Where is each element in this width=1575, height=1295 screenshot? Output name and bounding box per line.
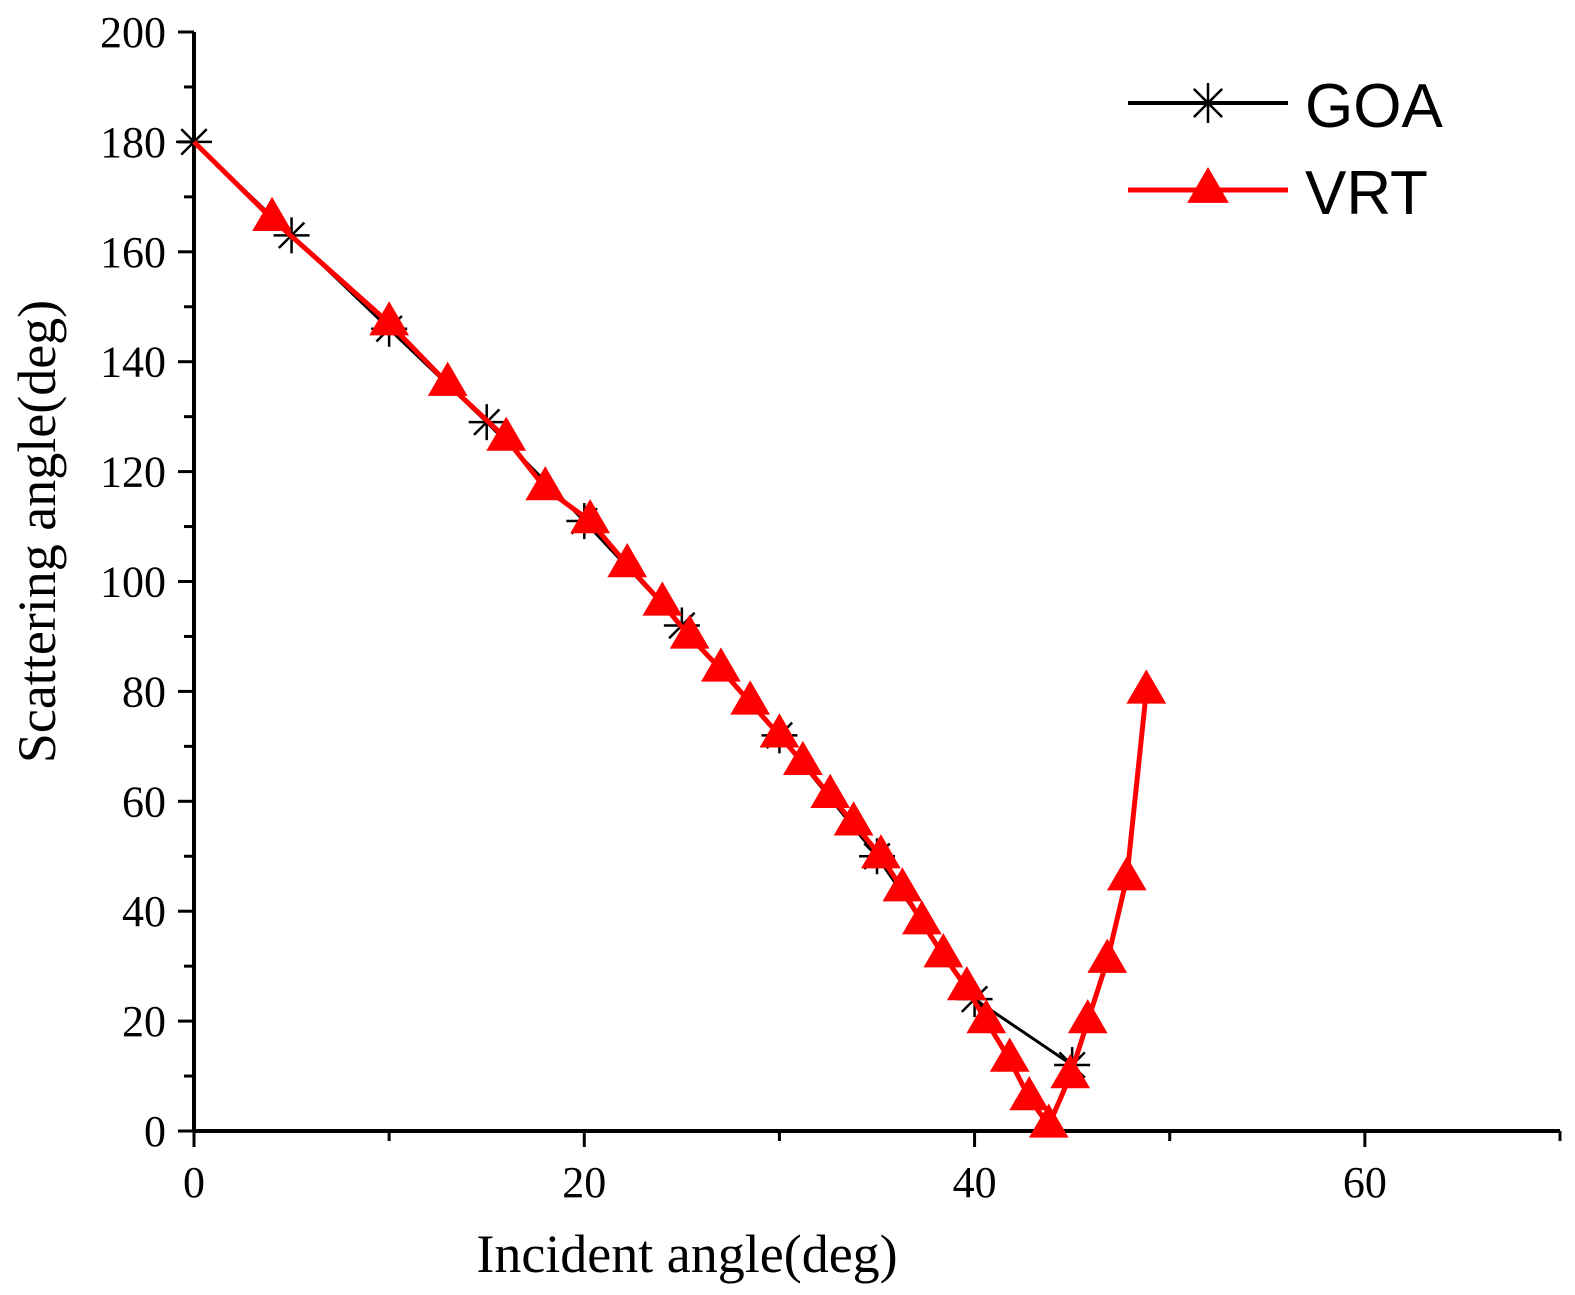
y-tick-label: 160 — [100, 228, 166, 277]
vrt-point — [1067, 999, 1108, 1034]
vrt-point — [1028, 1103, 1069, 1138]
series-layer — [176, 123, 1167, 1138]
vrt-point — [570, 499, 611, 534]
vrt-point — [427, 361, 468, 396]
vrt-point — [923, 933, 964, 968]
legend-vrt-label: VRT — [1305, 159, 1428, 228]
series-vrt-line — [192, 140, 1149, 1129]
vrt-point — [252, 196, 292, 232]
x-tick-label: 60 — [1343, 1158, 1387, 1207]
y-tick-label: 120 — [100, 448, 166, 497]
y-tick-label: 200 — [100, 8, 166, 57]
legend-goa-label: GOA — [1305, 72, 1443, 141]
y-tick-label: 180 — [100, 118, 166, 167]
vrt-point — [486, 416, 527, 451]
y-tick-label: 100 — [100, 558, 166, 607]
y-tick-label: 80 — [122, 667, 166, 716]
vrt-point — [902, 900, 942, 935]
vrt-point — [966, 999, 1007, 1034]
y-tick-label: 0 — [144, 1107, 166, 1156]
vrt-point — [989, 1037, 1030, 1072]
vrt-point — [701, 647, 741, 682]
y-tick-label: 20 — [122, 997, 166, 1046]
series-goa-line — [192, 140, 1073, 1067]
vrt-point — [946, 966, 987, 1001]
series-vrt — [192, 140, 1167, 1138]
legend: GOA VRT — [1128, 72, 1443, 228]
axes: 0 20 40 60 0 20 40 60 80 100 120 140 160 180 200 Incide… — [7, 8, 1562, 1284]
vrt-point — [607, 543, 648, 578]
vrt-point — [833, 801, 874, 836]
vrt-point — [782, 740, 823, 776]
y-tick-label: 140 — [100, 338, 166, 387]
y-tick-label: 40 — [122, 887, 166, 936]
vrt-point — [1050, 1054, 1091, 1089]
asterisk-stroke — [1192, 87, 1224, 119]
x-tick-label: 0 — [183, 1158, 205, 1207]
x-axis-title: Incident angle(deg) — [476, 1224, 897, 1284]
x-tick-label: 40 — [953, 1158, 997, 1207]
series-goa — [176, 123, 1091, 1084]
vrt-point — [1009, 1076, 1050, 1111]
vrt-point — [1126, 669, 1167, 704]
vrt-point — [810, 773, 851, 808]
vrt-point — [669, 614, 710, 649]
vrt-point — [1106, 856, 1147, 891]
vrt-point — [730, 680, 771, 715]
y-axis-title: Scattering angle(deg) — [7, 300, 67, 763]
vrt-point — [1087, 938, 1128, 973]
vrt-point — [861, 834, 901, 869]
legend-goa-marker — [1188, 83, 1228, 123]
vrt-point — [525, 466, 566, 501]
legend-vrt-marker — [1187, 167, 1229, 203]
vrt-point — [882, 867, 923, 902]
vrt-point — [369, 301, 410, 336]
x-tick-label: 20 — [562, 1158, 606, 1207]
vrt-point — [759, 713, 800, 748]
y-tick-label: 60 — [122, 777, 166, 826]
vrt-point — [642, 581, 683, 616]
